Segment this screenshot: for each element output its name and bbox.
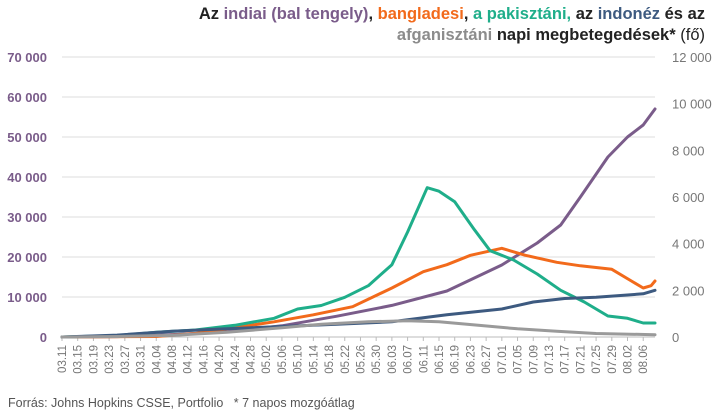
series-line-indonesia [60,288,657,339]
x-tick-label: 05.26 [355,345,367,374]
series-line-afghanistan [60,319,657,339]
title-part: , [368,5,378,23]
title-pakistan: a pakisztáni, [472,5,572,23]
x-tick-label: 05.10 [293,345,305,374]
right-tick-label: 6 000 [672,190,705,205]
left-tick-label: 20 000 [7,250,47,265]
x-tick-label: 06.27 [481,345,493,374]
title-part: Az [198,5,224,23]
right-tick-label: 10 000 [672,97,712,112]
x-tick-label: 03.27 [120,345,132,374]
x-tick-label: 04.04 [151,344,163,373]
title-unit: (fő) [680,26,705,44]
left-tick-label: 50 000 [7,130,47,145]
x-tick-label: 03.15 [73,345,85,374]
x-tick-label: 06.15 [434,345,446,374]
x-tick-label: 07.17 [560,345,572,374]
left-tick-label: 70 000 [7,50,47,65]
title-part: , [463,5,473,23]
x-tick-label: 06.23 [465,345,477,374]
left-tick-label: 10 000 [7,290,47,305]
x-tick-label: 05.06 [277,345,289,374]
gridlines [62,56,655,338]
x-tick-label: 07.05 [513,345,525,374]
x-tick-label: 05.14 [308,344,320,373]
x-tick-label: 03.11 [57,345,69,373]
x-tick-label: 05.18 [324,345,336,374]
x-tick-label: 07.29 [607,345,619,374]
x-axis: 03.11 03.15 03.19 03.23 03.27 03.31 04.04 04.08… [57,337,650,374]
x-tick-label: 06.07 [403,345,415,374]
x-tick-label: 04.20 [214,345,226,374]
right-tick-label: 0 [672,330,679,345]
x-tick-label: 04.24 [230,344,242,373]
x-tick-label: 03.19 [88,345,100,374]
x-tick-label: 05.02 [261,345,273,374]
source-note: Forrás: Johns Hopkins CSSE, Portfolio * … [8,396,355,410]
x-tick-label: 07.25 [591,345,603,374]
x-tick-label: 04.16 [198,345,210,374]
series-line-pakistan [60,186,657,339]
right-tick-label: 2 000 [672,283,705,298]
x-tick-label: 05.30 [371,345,383,374]
right-tick-label: 8 000 [672,143,705,158]
x-tick-label: 06.19 [450,345,462,374]
title-part: napi megbetegedések* [492,26,681,44]
left-axis: 0 10 000 20 000 30 000 40 000 50 000 60 000 70 … [7,50,47,345]
left-tick-label: 0 [40,330,47,345]
x-tick-label: 07.09 [528,345,540,374]
right-tick-label: 4 000 [672,237,705,252]
x-tick-label: 04.28 [246,345,258,374]
x-tick-label: 06.11 [418,345,430,373]
chart-title: Az indiai (bal tengely), bangladesi, a p… [65,4,705,46]
x-tick-label: 08.02 [623,345,635,374]
x-tick-label: 07.01 [497,345,509,374]
right-tick-label: 12 000 [672,50,712,65]
x-tick-label: 07.13 [544,345,556,374]
left-tick-label: 60 000 [7,90,47,105]
title-bangladesh: bangladesi [377,5,464,23]
left-tick-label: 30 000 [7,210,47,225]
x-tick-label: 08.06 [638,345,650,374]
x-tick-label: 05.22 [340,345,352,374]
x-tick-label: 03.31 [136,345,148,374]
x-tick-label: 07.21 [575,345,587,374]
title-part: és az [660,5,705,23]
left-tick-label: 40 000 [7,170,47,185]
right-axis: 0 2 000 4 000 6 000 8 000 10 000 12 000 [672,50,712,345]
title-afghanistan: afganisztáni [396,26,493,44]
x-tick-label: 04.12 [183,345,195,374]
series-lines [60,107,657,339]
title-part: az [571,5,598,23]
x-tick-label: 06.03 [387,345,399,374]
x-tick-label: 03.23 [104,345,116,374]
x-tick-label: 04.08 [167,345,179,374]
title-indonesia: indonéz [597,5,661,23]
title-india: indiai (bal tengely) [223,5,369,23]
